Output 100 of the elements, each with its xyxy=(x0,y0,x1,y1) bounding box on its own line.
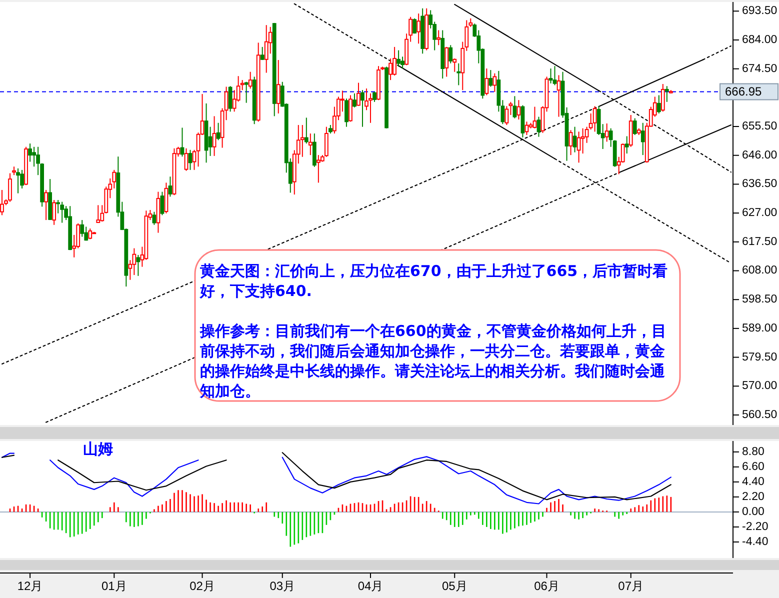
candlestick xyxy=(372,91,376,102)
candlestick xyxy=(260,46,264,60)
candlestick xyxy=(248,71,252,90)
candlestick xyxy=(228,86,232,112)
y-tick-label: 2.20 xyxy=(742,490,764,503)
candlestick xyxy=(396,50,400,68)
candlestick xyxy=(568,130,573,156)
candlestick xyxy=(188,149,192,170)
candlestick xyxy=(8,172,12,202)
ref-line-label: 666.95 xyxy=(725,84,762,99)
candlestick xyxy=(304,117,308,144)
candlestick xyxy=(360,90,364,128)
candlestick xyxy=(444,46,449,78)
y-tick-label: 6.60 xyxy=(742,460,764,473)
candlestick xyxy=(16,168,20,194)
y-tick-label: 598.50 xyxy=(742,294,778,306)
candlestick xyxy=(312,132,316,168)
candlestick xyxy=(448,44,453,64)
candlestick xyxy=(80,220,84,238)
candlestick xyxy=(548,68,553,84)
x-tick-label: 07月 xyxy=(618,579,644,593)
candlestick xyxy=(436,30,441,46)
candlestick xyxy=(212,116,216,156)
candlestick xyxy=(216,122,220,141)
candlestick xyxy=(416,13,421,44)
y-tick-label: 8.80 xyxy=(742,446,764,458)
candlestick xyxy=(184,148,188,172)
candlestick xyxy=(628,114,633,148)
candlestick xyxy=(88,228,92,240)
y-tick-label: 570.00 xyxy=(742,380,778,392)
y-tick-label: 636.50 xyxy=(742,178,778,190)
annotation: 山姆 xyxy=(83,440,113,458)
candlestick xyxy=(340,90,344,112)
line-series xyxy=(50,460,199,497)
candlestick xyxy=(572,126,577,153)
x-tick-label: 04月 xyxy=(358,579,384,593)
candlestick xyxy=(316,154,320,184)
candlestick xyxy=(552,66,557,86)
candlestick xyxy=(136,254,140,276)
candlestick xyxy=(276,60,280,114)
y-tick-label: 608.00 xyxy=(742,264,778,277)
y-tick-label: 674.50 xyxy=(742,62,778,75)
candlestick xyxy=(28,143,32,162)
candlestick xyxy=(368,92,372,124)
line-series xyxy=(58,460,227,491)
candlestick xyxy=(656,94,661,114)
candlestick xyxy=(488,70,493,88)
candlestick xyxy=(456,62,461,86)
candlestick xyxy=(52,199,56,226)
annotation: 黄金天图：汇价向上，压力位在670，由于上升过了665，后市暂时看好，下支持640. xyxy=(200,261,669,301)
y-tick-label: 0.00 xyxy=(742,506,764,518)
candlestick xyxy=(352,92,356,108)
x-tick-label: 06月 xyxy=(534,579,560,593)
annotation: 操作参考：目前我们有一个在660的黄金，不管黄金价格如何上升，目前保持不动，我们随后会通知加仓操作，一共分二仓。若要跟单，黄金的操作始终是中长线的操作。请关注论坛上的相关分析。我们随时会通知加仓。 xyxy=(200,321,668,401)
candlestick xyxy=(96,204,100,224)
candlestick xyxy=(664,86,669,102)
y-tick-label: 693.50 xyxy=(742,5,778,18)
candlestick xyxy=(576,131,581,164)
y-tick-label: 646.00 xyxy=(742,149,778,162)
y-tick-label: 579.50 xyxy=(742,351,778,364)
candlestick xyxy=(556,74,561,118)
candlestick xyxy=(484,68,489,96)
x-tick-label: 01月 xyxy=(101,579,127,593)
y-tick-label: 617.50 xyxy=(742,236,778,248)
candlestick xyxy=(324,126,328,158)
candlestick xyxy=(356,82,360,106)
candlestick xyxy=(632,118,637,136)
candlestick xyxy=(452,58,457,72)
y-tick-label: -4.40 xyxy=(742,536,768,548)
candlestick xyxy=(60,201,64,224)
candlestick xyxy=(168,176,172,198)
candlestick xyxy=(392,46,396,76)
candlestick xyxy=(640,122,645,156)
candlestick xyxy=(532,106,537,129)
y-tick-label: 589.00 xyxy=(742,322,778,334)
candlestick xyxy=(244,81,248,104)
candlestick xyxy=(512,96,517,119)
y-tick-label: 560.50 xyxy=(742,408,778,421)
candlestick xyxy=(536,116,541,138)
candlestick xyxy=(308,132,312,156)
candlestick xyxy=(660,83,665,112)
candlestick xyxy=(412,18,417,34)
candlestick xyxy=(264,24,268,74)
candlestick xyxy=(492,72,497,92)
y-tick-label: 627.00 xyxy=(742,207,778,220)
candlestick xyxy=(44,189,48,221)
candlestick xyxy=(344,98,348,128)
x-tick-label: 02月 xyxy=(190,579,215,593)
x-tick-label: 05月 xyxy=(442,579,468,593)
y-tick-label: 4.40 xyxy=(742,476,764,488)
candlestick xyxy=(592,106,597,132)
x-tick-label: 12月 xyxy=(17,579,43,593)
candlestick xyxy=(164,182,168,214)
x-tick-label: 03月 xyxy=(270,579,296,593)
y-tick-label: -2.20 xyxy=(742,520,768,533)
candlestick xyxy=(348,94,352,122)
candlestick xyxy=(504,106,509,126)
y-tick-label: 684.00 xyxy=(742,34,778,46)
candlestick xyxy=(624,136,629,154)
candlestick xyxy=(160,191,164,216)
